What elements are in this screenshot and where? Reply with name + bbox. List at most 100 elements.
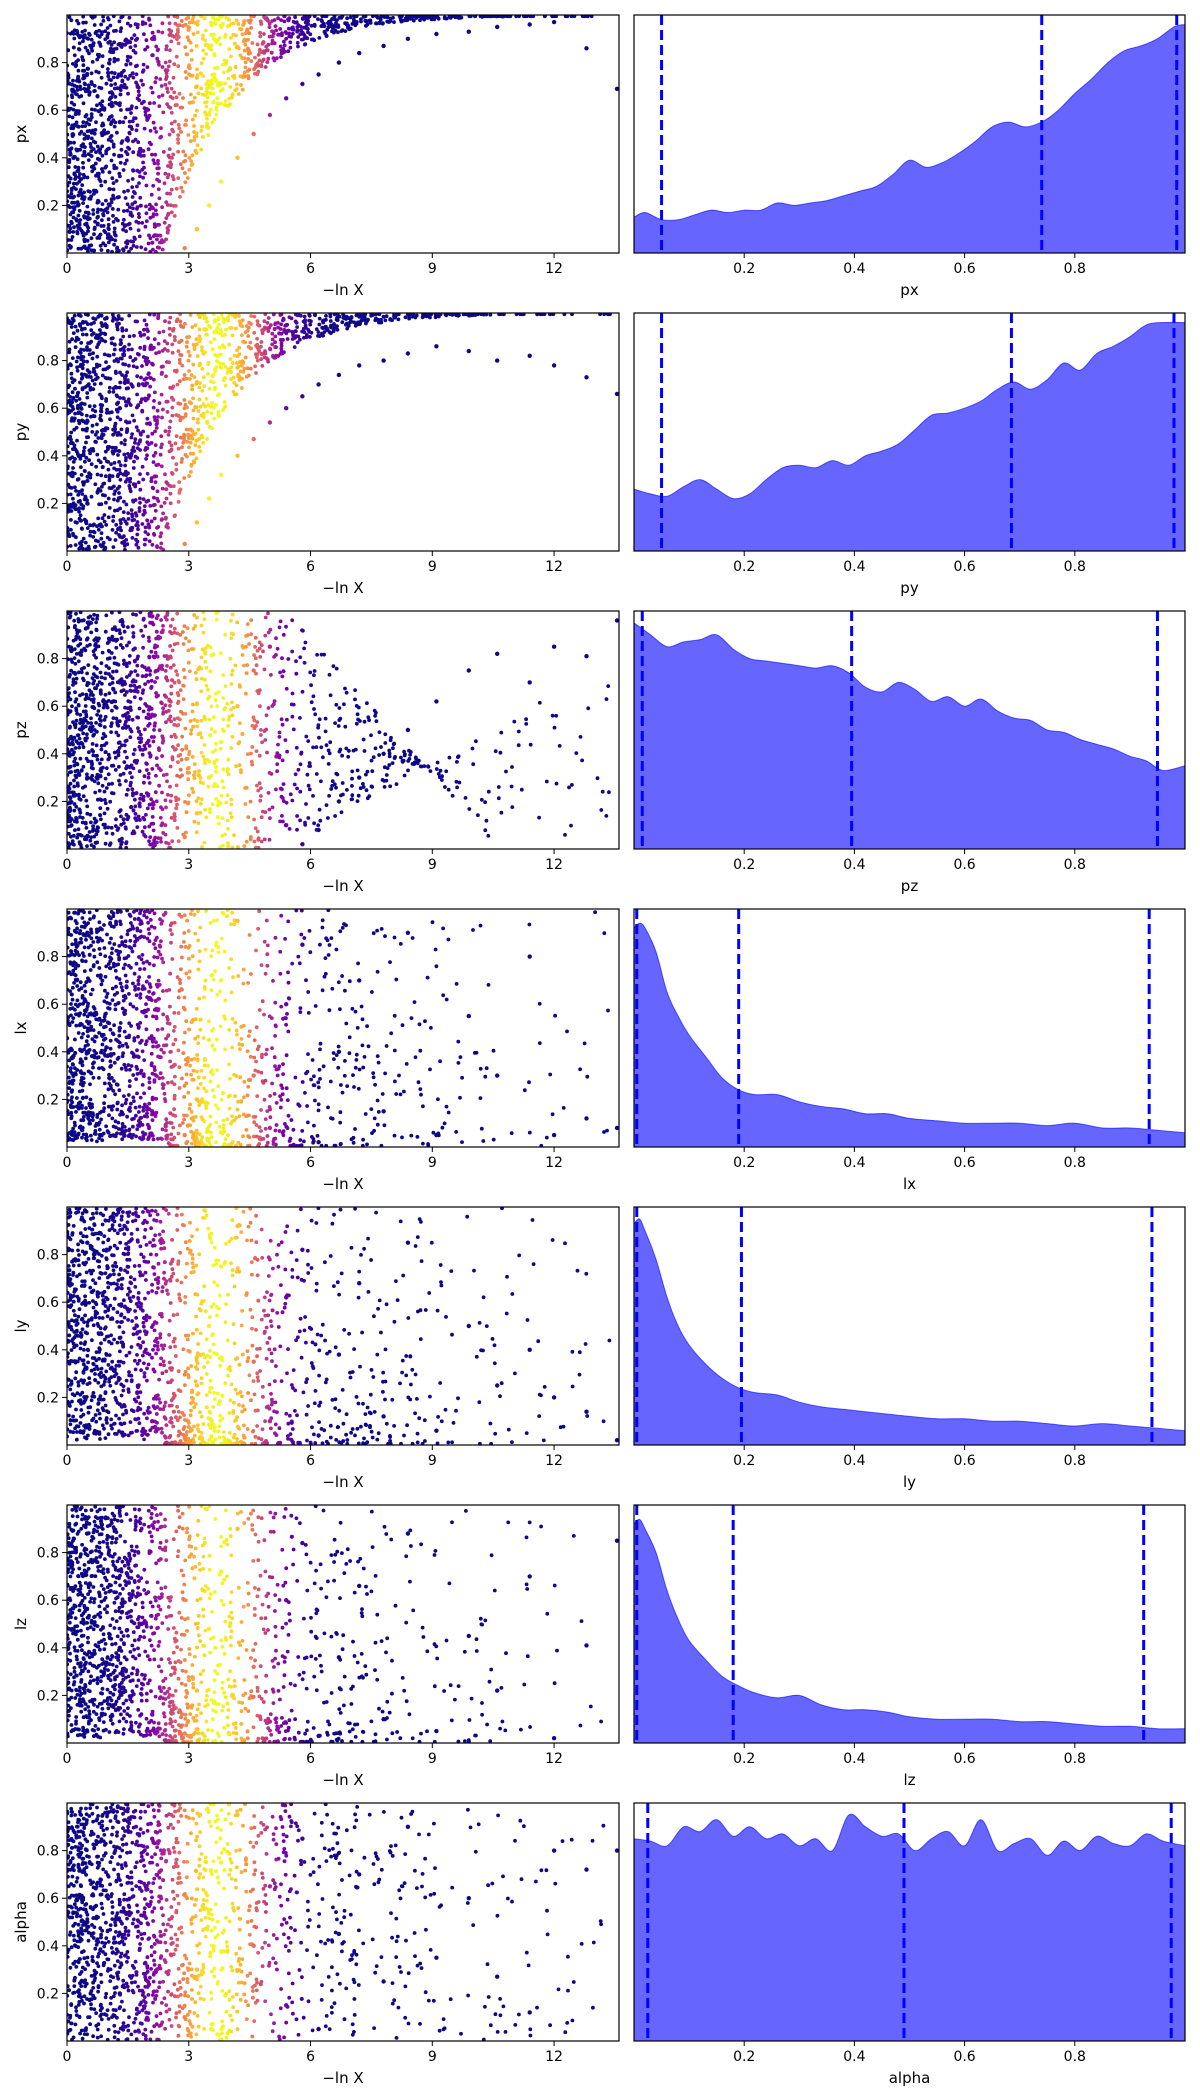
scatter-point bbox=[89, 494, 94, 499]
scatter-point bbox=[135, 374, 140, 379]
scatter-point bbox=[93, 840, 98, 845]
scatter-point bbox=[171, 455, 175, 460]
scatter-point bbox=[347, 749, 351, 753]
scatter-point bbox=[146, 336, 151, 340]
scatter-point bbox=[476, 813, 480, 818]
scatter-point bbox=[89, 697, 94, 702]
scatter-point bbox=[157, 179, 162, 184]
scatter-point bbox=[200, 348, 204, 353]
scatter-point bbox=[72, 172, 77, 177]
scatter-point bbox=[294, 20, 299, 25]
scatter-point bbox=[195, 719, 200, 724]
scatter-point bbox=[188, 440, 193, 445]
scatter-point bbox=[138, 487, 143, 492]
scatter-point bbox=[585, 15, 590, 19]
scatter-point bbox=[115, 394, 120, 399]
scatter-point bbox=[67, 503, 71, 508]
scatter-point bbox=[187, 639, 192, 644]
scatter-point bbox=[208, 807, 212, 812]
scatter-point bbox=[106, 117, 111, 122]
scatter-point bbox=[81, 35, 86, 40]
scatter-point bbox=[147, 16, 151, 21]
scatter-point bbox=[94, 627, 99, 632]
scatter-point bbox=[274, 787, 278, 792]
scatter-point bbox=[186, 133, 191, 137]
scatter-point bbox=[229, 631, 234, 636]
scatter-point bbox=[111, 687, 116, 692]
scatter-point bbox=[268, 816, 272, 820]
scatter-point bbox=[92, 653, 97, 657]
scatter-point bbox=[95, 616, 99, 621]
scatter-point bbox=[167, 360, 172, 365]
scatter-point bbox=[372, 708, 377, 713]
scatter-point bbox=[70, 404, 75, 409]
scatter-point bbox=[162, 654, 167, 658]
scatter-point bbox=[195, 108, 199, 113]
scatter-point bbox=[319, 652, 324, 657]
scatter-point bbox=[193, 431, 198, 436]
scatter-point bbox=[109, 341, 114, 346]
scatter-point bbox=[179, 338, 184, 343]
scatter-point bbox=[71, 124, 76, 129]
scatter-point bbox=[228, 656, 233, 661]
scatter-frame bbox=[66, 14, 620, 254]
scatter-point bbox=[567, 785, 571, 790]
scatter-point bbox=[169, 443, 174, 448]
scatter-point bbox=[138, 438, 143, 442]
scatter-point bbox=[126, 452, 130, 456]
scatter-point bbox=[184, 376, 189, 381]
scatter-point bbox=[443, 785, 447, 789]
scatter-point bbox=[290, 798, 295, 803]
scatter-point bbox=[262, 325, 267, 330]
scatter-point bbox=[340, 781, 345, 785]
scatter-point bbox=[173, 513, 177, 518]
scatter-point bbox=[137, 685, 142, 689]
scatter-point bbox=[218, 89, 223, 93]
scatter-point bbox=[159, 84, 164, 88]
scatter-point bbox=[103, 339, 108, 344]
scatter-point bbox=[79, 768, 84, 773]
scatter-point bbox=[354, 20, 359, 24]
scatter-point bbox=[164, 216, 169, 221]
scatter-point bbox=[259, 728, 263, 732]
scatter-point bbox=[203, 404, 208, 409]
scatter-point bbox=[74, 120, 79, 125]
scatter-point bbox=[154, 756, 159, 760]
scatter-point bbox=[67, 842, 72, 847]
scatter-point bbox=[79, 228, 84, 233]
scatter-point bbox=[98, 761, 102, 766]
scatter-point bbox=[245, 633, 250, 638]
scatter-point bbox=[74, 775, 79, 780]
scatter-point bbox=[286, 26, 291, 31]
scatter-point bbox=[381, 314, 386, 319]
scatter-point bbox=[123, 43, 127, 47]
scatter-point bbox=[126, 511, 131, 515]
scatter-point bbox=[171, 663, 176, 667]
scatter-point bbox=[75, 157, 80, 162]
scatter-point bbox=[226, 367, 231, 372]
scatter-point bbox=[309, 23, 314, 28]
scatter-point bbox=[330, 779, 335, 784]
scatter-point bbox=[270, 337, 275, 342]
scatter-point bbox=[122, 217, 126, 222]
scatter-point bbox=[130, 518, 135, 523]
scatter-point bbox=[199, 15, 204, 19]
scatter-point bbox=[196, 417, 200, 421]
scatter-point bbox=[165, 102, 170, 106]
scatter-point bbox=[548, 313, 553, 317]
scatter-point bbox=[327, 794, 331, 798]
scatter-point bbox=[202, 840, 207, 845]
scatter-point bbox=[142, 327, 146, 332]
scatter-point bbox=[303, 34, 307, 39]
scatter-point bbox=[117, 86, 122, 91]
scatter-point bbox=[91, 824, 95, 828]
scatter-point bbox=[118, 782, 122, 787]
scatter-point bbox=[112, 40, 116, 45]
scatter-point bbox=[87, 51, 91, 56]
scatter-point bbox=[456, 313, 460, 318]
scatter-point bbox=[117, 460, 121, 464]
data-point bbox=[117, 406, 123, 411]
scatter-point bbox=[208, 669, 213, 674]
scatter-point bbox=[332, 15, 337, 19]
scatter-point bbox=[220, 15, 224, 19]
